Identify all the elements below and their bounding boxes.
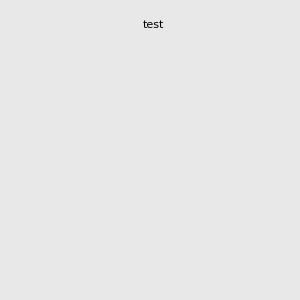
- Title: test: test: [143, 20, 164, 30]
